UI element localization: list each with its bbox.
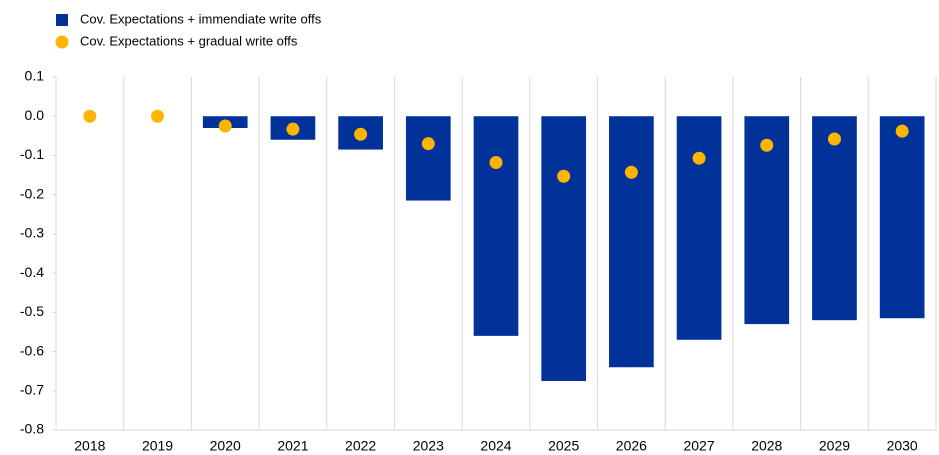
legend-label: Cov. Expectations + gradual write offs [80,33,298,48]
x-tick-label: 2018 [74,438,105,454]
y-tick-label: -0.6 [20,342,44,358]
dot [827,132,841,146]
x-tick-label: 2020 [210,438,241,454]
x-tick-label: 2024 [480,438,511,454]
dot [489,156,503,170]
x-tick-label: 2021 [277,438,308,454]
bar [609,116,654,368]
bar [473,116,519,336]
legend-label: Cov. Expectations + immendiate write off… [80,11,322,26]
x-tick-label: 2029 [819,438,850,454]
y-tick-label: 0.0 [25,107,45,123]
y-tick-label: -0.1 [20,146,44,162]
x-tick-label: 2028 [751,438,782,454]
legend-swatch [55,35,69,49]
dot [895,124,909,138]
dot [218,119,232,133]
y-tick-label: -0.4 [20,264,44,280]
x-tick-label: 2023 [413,438,444,454]
bar [541,116,587,381]
dot [354,127,368,141]
dot [286,122,300,136]
dot [151,109,165,123]
y-tick-label: -0.5 [20,303,44,319]
dot [557,169,571,183]
x-tick-label: 2027 [683,438,714,454]
bar [879,116,925,319]
dot [421,137,435,151]
y-tick-label: -0.2 [20,185,44,201]
legend-swatch [56,14,68,26]
bar [676,116,722,340]
dot [83,109,97,123]
y-tick-label: 0.1 [25,68,45,84]
bar [812,116,857,321]
x-tick-label: 2030 [887,438,918,454]
y-tick-label: -0.3 [20,225,44,241]
y-tick-label: -0.8 [20,421,44,437]
x-tick-label: 2025 [548,438,579,454]
y-tick-label: -0.7 [20,381,44,397]
x-tick-label: 2026 [616,438,647,454]
x-tick-label: 2019 [142,438,173,454]
bar [405,116,451,201]
dot [624,165,638,179]
dot [692,151,706,165]
x-tick-label: 2022 [345,438,376,454]
dot [760,138,774,152]
